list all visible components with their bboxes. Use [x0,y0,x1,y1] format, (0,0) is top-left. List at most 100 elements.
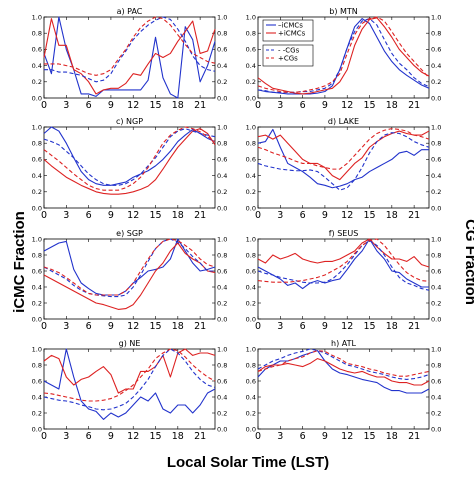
series-blue-solid [257,238,429,290]
x-tick-label: 12 [341,321,353,332]
x-tick-label: 21 [408,321,420,332]
y-tick-label: 0.2 [32,409,42,417]
y-tick-label: 0.4 [32,62,42,70]
x-tick-label: 0 [41,431,47,442]
x-tick-label: 18 [386,321,398,332]
y-tick-label: 0.0 [32,425,42,433]
panel-3: c) NGP 0.0 0.0 0.2 0.2 0.4 0.4 0.6 0.6 0.8 0.8 1.0 1… [32,117,228,221]
y-tick-label: 1.0 [32,235,42,243]
panels: a) PAC 0.0 0.0 0.2 0.2 0.4 0.4 0.6 0.6 0.8 0.8 1.0 1… [32,7,442,442]
panel-title: e) SGP [116,229,143,238]
y-tick-label-right: 0.4 [217,393,227,401]
series-blue-dashed [43,238,215,298]
y-tick-label: 0.6 [246,267,256,275]
y-tick-label-right: 0.4 [217,283,227,291]
y-tick-label: 0.6 [246,156,256,164]
y-tick-label-right: 0.0 [431,315,441,323]
panel-4: d) LAKE 0.0 0.0 0.2 0.2 0.4 0.4 0.6 0.6 0.8 0.8 1.0… [246,117,442,221]
series-red-solid [257,358,430,386]
legend-label: +CGs [278,55,298,63]
panel-2: b) MTN 0.0 0.0 0.2 0.2 0.4 0.4 0.6 0.6 0.8 0.8 1.0 1… [246,7,442,111]
x-tick-label: 21 [194,321,206,332]
y-tick-label-right: 0.8 [431,251,441,259]
y-tick-label: 0.0 [246,94,256,102]
y-tick-label: 0.8 [246,140,256,148]
y-tick-label-right: 0.2 [217,299,227,307]
y-tick-label: 1.0 [246,235,256,243]
y-tick-label-right: 0.6 [431,156,441,164]
y-tick-label: 0.0 [246,204,256,212]
x-tick-label: 0 [255,100,261,111]
y-tick-label-right: 0.2 [217,409,227,417]
x-tick-label: 21 [408,210,420,221]
series-red-dashed [43,238,216,296]
y-tick-label-right: 0.8 [431,30,441,38]
series-red-solid [43,348,216,394]
right-axis-label: CG Fraction [462,219,474,305]
y-tick-label: 0.0 [32,94,42,102]
x-tick-label: 6 [86,431,92,442]
panel-title: g) NE [119,339,141,348]
y-tick-label-right: 1.0 [431,235,441,243]
y-tick-label: 0.6 [32,377,42,385]
y-tick-label: 1.0 [32,345,42,353]
y-tick-label: 0.6 [246,46,256,54]
x-tick-label: 21 [194,100,206,111]
x-tick-label: 6 [300,100,306,111]
panel-6: f) SEUS 0.0 0.0 0.2 0.2 0.4 0.4 0.6 0.6 0.8 0.8 1.0… [246,229,442,332]
y-tick-label-right: 1.0 [217,345,227,353]
y-tick-label-right: 0.2 [431,188,441,196]
series-blue-dashed [257,348,430,380]
x-tick-label: 12 [127,210,139,221]
y-tick-label-right: 1.0 [431,345,441,353]
y-tick-label-right: 0.0 [217,315,227,323]
y-tick-label-right: 1.0 [217,235,227,243]
panel-1: a) PAC 0.0 0.0 0.2 0.2 0.4 0.4 0.6 0.6 0.8 0.8 1.0 1… [32,7,228,111]
panel-title: c) NGP [116,117,143,126]
x-tick-label: 9 [108,100,114,111]
x-tick-label: 12 [127,431,139,442]
y-tick-label-right: 0.6 [431,377,441,385]
x-tick-label: 9 [322,321,328,332]
x-tick-label: 9 [108,321,114,332]
y-tick-label: 1.0 [246,123,256,131]
x-tick-label: 0 [41,210,47,221]
y-tick-label-right: 0.8 [217,361,227,369]
x-tick-label: 3 [277,100,283,111]
x-tick-label: 15 [363,210,375,221]
y-tick-label-right: 0.6 [217,156,227,164]
x-tick-label: 0 [255,321,261,332]
x-tick-label: 3 [277,321,283,332]
y-tick-label-right: 0.4 [217,62,227,70]
y-tick-label-right: 0.6 [217,46,227,54]
series-blue-dashed [43,128,216,186]
plot-frame [43,238,216,320]
y-tick-label-right: 0.6 [217,377,227,385]
y-tick-label: 0.0 [32,204,42,212]
y-tick-label-right: 0.2 [431,409,441,417]
y-tick-label-right: 0.2 [431,78,441,86]
y-tick-label-right: 0.6 [431,46,441,54]
y-tick-label-right: 0.8 [431,361,441,369]
y-tick-label-right: 0.0 [431,425,441,433]
y-tick-label: 0.8 [246,30,256,38]
series-red-solid [257,17,430,95]
series-red-dashed [43,126,216,191]
series-red-dashed [257,16,430,93]
panel-title: f) SEUS [329,229,359,238]
legend-label: –iCMCs [278,22,303,30]
x-tick-label: 15 [149,210,161,221]
series-red-dashed [257,238,430,283]
y-tick-label: 1.0 [246,345,256,353]
y-tick-label: 0.0 [246,315,256,323]
y-tick-label-right: 1.0 [217,13,227,21]
y-tick-label: 0.8 [246,251,256,259]
x-tick-label: 6 [86,210,92,221]
y-tick-label: 0.8 [32,251,42,259]
x-tick-label: 3 [277,431,283,442]
x-tick-label: 9 [108,431,114,442]
x-tick-label: 0 [255,210,261,221]
series-blue-solid [257,350,430,394]
x-tick-label: 18 [386,100,398,111]
series-blue-dashed [257,240,430,291]
